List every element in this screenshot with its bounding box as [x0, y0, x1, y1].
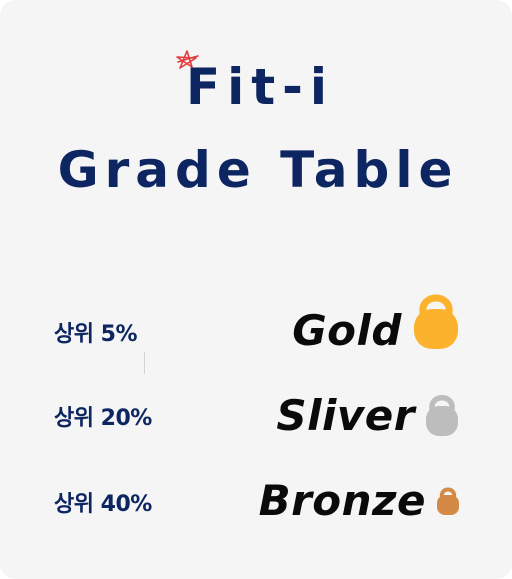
app-title: Fit-i [185, 58, 335, 116]
grade-name-bronze: Bronze [258, 476, 426, 525]
kettlebell-icon [437, 487, 459, 515]
row-divider [144, 352, 145, 374]
kettlebell-icon [414, 294, 458, 349]
grade-name-gold: Gold [292, 306, 402, 355]
grade-name-silver: Sliver [276, 391, 415, 440]
star-icon [176, 50, 199, 69]
page-title: Grade Table [57, 141, 459, 199]
rank-label-gold: 상위 5% [54, 322, 138, 347]
kettlebell-icon [426, 395, 458, 436]
rank-label-bronze: 상위 40% [54, 492, 152, 517]
rank-label-silver: 상위 20% [54, 406, 152, 431]
